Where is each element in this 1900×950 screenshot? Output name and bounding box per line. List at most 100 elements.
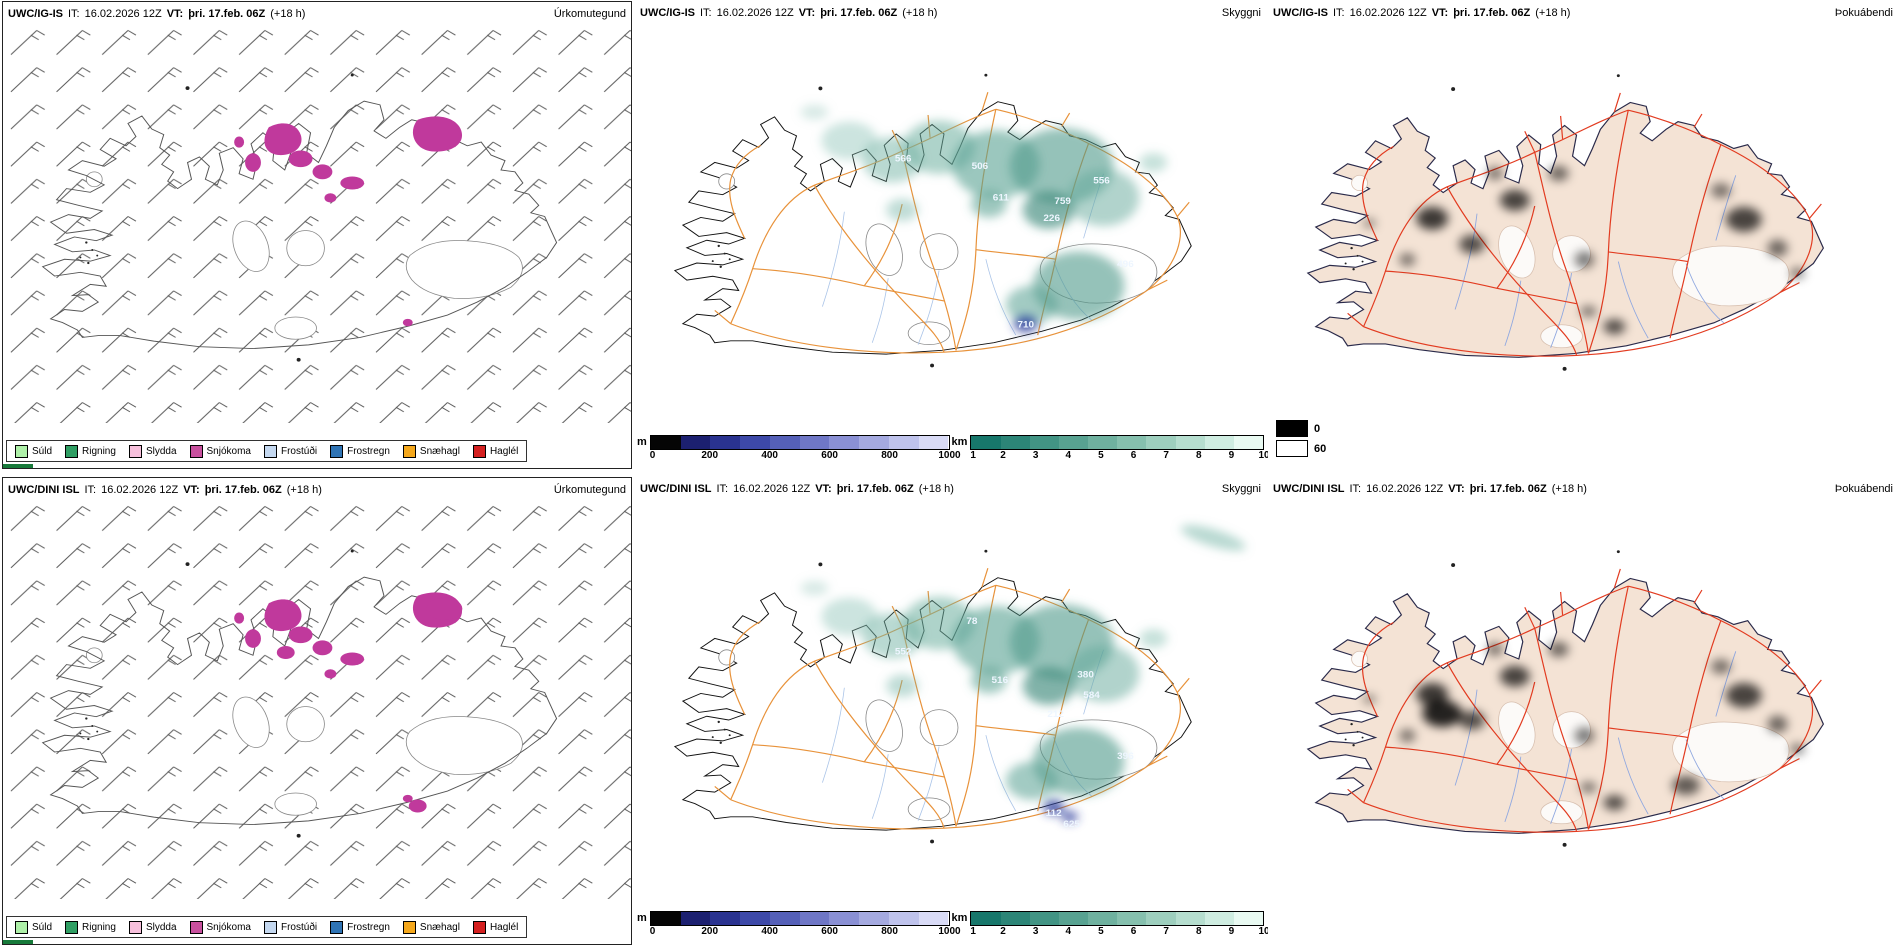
colorbar-cell xyxy=(1204,912,1234,925)
legend-label: Haglél xyxy=(489,445,519,457)
vt-label: VT: xyxy=(1448,483,1465,495)
colorbar-cell xyxy=(1233,912,1263,925)
colorbar-tick: 5 xyxy=(1098,926,1104,937)
legend-swatch xyxy=(1276,440,1308,457)
it-value: 16.02.2026 12Z xyxy=(1349,7,1427,19)
colorbar-cell xyxy=(799,912,830,925)
visibility-value: 226 xyxy=(1043,213,1060,224)
vt-value: þri. 17.feb. 06Z xyxy=(204,484,282,496)
legend-label: Rigning xyxy=(82,445,116,457)
legend-item: Slydda xyxy=(128,444,177,458)
legend-item: 0 xyxy=(1276,420,1326,437)
panel-header: UWC/IG-IS IT: 16.02.2026 12Z VT: þri. 17… xyxy=(1268,1,1898,25)
green-strip xyxy=(3,940,33,944)
model-name: UWC/IG-IS xyxy=(640,7,695,19)
legend-swatch xyxy=(65,444,79,458)
visibility-value: 584 xyxy=(1083,690,1100,701)
colorbar-cell xyxy=(1117,436,1147,449)
vt-value: þri. 17.feb. 06Z xyxy=(836,483,914,495)
colorbar-strip-km xyxy=(970,435,1264,450)
colorbar-meters: m 0 200 400 600 800 1000 xyxy=(635,435,961,463)
colorbar-tick: 10 xyxy=(1258,926,1270,937)
panel-header: UWC/IG-IS IT: 16.02.2026 12Z VT: þri. 17… xyxy=(635,1,1266,25)
colorbar-cell xyxy=(799,436,830,449)
precip-panel-igis: UWC/IG-IS IT: 16.02.2026 12Z VT: þri. 17… xyxy=(2,1,632,469)
panel-title: Úrkomutegund xyxy=(553,8,626,20)
visibility-value-labels: 566 506 556 611 759 226 496 710 xyxy=(895,154,1135,331)
forecast-offset: (+18 h) xyxy=(1551,483,1587,495)
it-value: 16.02.2026 12Z xyxy=(101,484,179,496)
legend-item: Snjókoma xyxy=(189,920,251,934)
panel-header: UWC/DINI ISL IT: 16.02.2026 12Z VT: þri.… xyxy=(635,477,1266,501)
legend-label: Haglél xyxy=(489,921,519,933)
visibility-map: 552 78 516 380 584 212 396 112 625 xyxy=(674,524,1246,844)
colorbar-tick: 400 xyxy=(761,926,778,937)
colorbar-tick: 8 xyxy=(1195,450,1202,461)
visibility-value: 396 xyxy=(1117,751,1134,762)
low-visibility-shading xyxy=(800,104,1168,333)
visibility-value: 212 xyxy=(1047,709,1064,720)
colorbar-cell xyxy=(710,912,741,925)
legend-item: Súld xyxy=(15,920,52,934)
colorbar-cell xyxy=(829,912,860,925)
legend-item: Frostúði xyxy=(263,444,317,458)
colorbar-meters: m 0 200 400 600 800 1000 xyxy=(635,911,961,939)
vt-label: VT: xyxy=(798,7,816,19)
visibility-colorbar: m 0 200 400 600 800 1000 km 1 2 3 4 5 6 7 8 9 10 xyxy=(635,435,1270,463)
vt-label: VT: xyxy=(183,484,200,496)
colorbar-tick: 3 xyxy=(1032,450,1039,461)
colorbar-tick: 8 xyxy=(1195,926,1202,937)
legend-swatch xyxy=(128,444,142,458)
legend-label: Snjókoma xyxy=(206,445,251,457)
colorbar-tick: 1000 xyxy=(938,450,961,461)
colorbar-cell xyxy=(680,436,711,449)
colorbar-tick: 200 xyxy=(701,926,719,937)
precip-legend: Súld Rigning Slydda Snjókoma Frostúði Frostre… xyxy=(6,916,528,938)
colorbar-tick: 400 xyxy=(761,450,778,461)
legend-swatch xyxy=(1276,420,1308,437)
colorbar-cell xyxy=(769,912,800,925)
fog-panel-dini: UWC/DINI ISL IT: 16.02.2026 12Z VT: þri.… xyxy=(1268,477,1898,943)
panel-title: Úrkomutegund xyxy=(553,484,626,496)
visibility-value: 566 xyxy=(895,154,912,165)
wind-barbs-field xyxy=(3,499,631,899)
panel-title: Skyggni xyxy=(1221,483,1261,495)
it-label: IT: xyxy=(1349,483,1362,495)
colorbar-tick: 4 xyxy=(1065,926,1072,937)
colorbar-tick: 9 xyxy=(1228,450,1235,461)
colorbar-tick: 800 xyxy=(881,926,898,937)
colorbar-tick: 600 xyxy=(821,926,838,937)
fog-map xyxy=(1307,74,1824,371)
colorbar-strip-m xyxy=(649,911,950,926)
it-value: 16.02.2026 12Z xyxy=(84,8,162,20)
panel-title: Þokuábendi xyxy=(1834,7,1893,19)
colorbar-cell xyxy=(710,436,741,449)
visibility-colorbar: m 0 200 400 600 800 1000 km 1 2 3 4 5 6 7 8 9 10 xyxy=(635,911,1270,939)
vt-label: VT: xyxy=(166,8,184,20)
visibility-value-labels: 552 78 516 380 584 212 396 112 625 xyxy=(895,616,1135,830)
colorbar-tick: 1 xyxy=(970,450,976,461)
colorbar-cell xyxy=(1204,436,1234,449)
forecast-offset: (+18 h) xyxy=(902,7,938,19)
it-value: 16.02.2026 12Z xyxy=(733,483,811,495)
legend-label: Rigning xyxy=(82,921,116,933)
colorbar-cell xyxy=(829,436,860,449)
legend-item: Rigning xyxy=(65,920,116,934)
colorbar-cell xyxy=(859,436,889,449)
colorbar-tick: 4 xyxy=(1065,450,1072,461)
forecast-offset: (+18 h) xyxy=(1535,7,1571,19)
green-strip xyxy=(3,464,33,468)
colorbar-cell xyxy=(1175,912,1205,925)
precip-panel-dini: UWC/DINI ISL IT: 16.02.2026 12Z VT: þri.… xyxy=(2,477,632,945)
legend-swatch xyxy=(402,444,416,458)
colorbar-cell xyxy=(918,436,949,449)
panel-header: UWC/DINI ISL IT: 16.02.2026 12Z VT: þri.… xyxy=(3,478,631,502)
legend-label: 60 xyxy=(1314,442,1327,455)
colorbar-unit-km: km xyxy=(951,436,968,448)
legend-swatch xyxy=(15,444,28,458)
colorbar-cell xyxy=(1088,912,1118,925)
colorbar-tick: 800 xyxy=(881,450,898,461)
colorbar-tick: 200 xyxy=(701,450,719,461)
panel-title: Þokuábendi xyxy=(1834,483,1893,495)
colorbar-tick: 600 xyxy=(821,450,838,461)
